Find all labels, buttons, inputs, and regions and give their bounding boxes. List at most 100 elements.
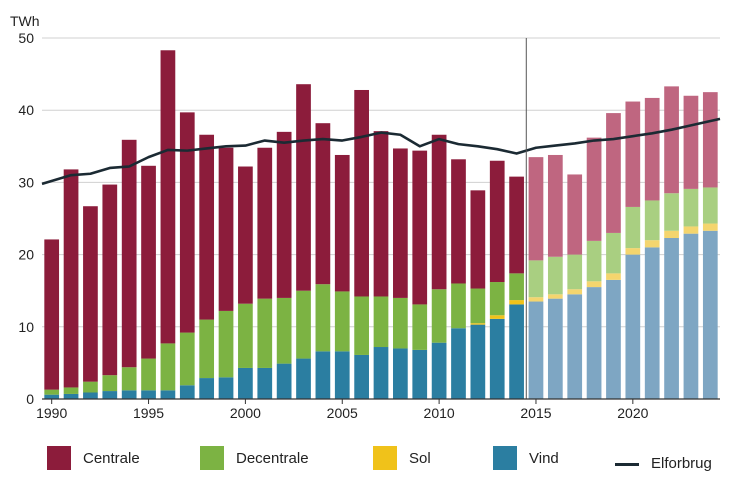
bar-segment-centrale: [509, 176, 524, 274]
bar-segment-vind: [141, 390, 156, 399]
bar-segment-vind: [373, 347, 389, 399]
x-tick-label: 1990: [36, 405, 67, 421]
bar-segment-vind: [547, 298, 563, 399]
bar-segment-decentrale: [586, 240, 602, 282]
y-axis-unit-label: TWh: [10, 13, 40, 29]
bar-segment-vind: [509, 304, 524, 399]
bar-segment-centrale: [470, 190, 486, 289]
legend-label-vind: Vind: [529, 449, 559, 467]
bar-segment-vind: [276, 363, 292, 399]
bar-segment-centrale: [373, 131, 389, 297]
bar-segment-vind: [121, 390, 137, 399]
bar-segment-sol: [644, 240, 660, 248]
bar-segment-centrale: [238, 166, 253, 304]
bar-segment-centrale: [644, 97, 660, 201]
x-tick-label: 2005: [327, 405, 358, 421]
bar-segment-centrale: [83, 206, 98, 382]
bar-segment-decentrale: [470, 288, 486, 324]
bar-segment-decentrale: [664, 193, 679, 231]
bar-segment-vind: [451, 328, 466, 399]
bar-segment-decentrale: [315, 284, 331, 352]
bar-segment-decentrale: [63, 387, 79, 394]
bar-segment-decentrale: [276, 297, 292, 364]
bar-segment-decentrale: [451, 283, 466, 329]
bar-segment-decentrale: [238, 303, 253, 368]
bar-segment-centrale: [547, 154, 563, 257]
bar-segment-centrale: [586, 137, 602, 241]
bar-segment-vind: [218, 377, 234, 399]
bar-segment-decentrale: [509, 273, 524, 301]
bar-segment-vind: [83, 392, 98, 399]
bar-segment-decentrale: [606, 232, 621, 274]
bar-segment-centrale: [179, 112, 195, 333]
bar-segment-centrale: [257, 147, 273, 299]
bar-segment-vind: [586, 287, 602, 399]
legend-label-decentrale: Decentrale: [236, 449, 309, 467]
bar-segment-vind: [334, 351, 350, 399]
bar-segment-centrale: [451, 159, 466, 284]
bar-segment-centrale: [354, 89, 369, 297]
bar-segment-decentrale: [547, 256, 563, 295]
bar-segment-decentrale: [431, 289, 447, 343]
bars-group: [44, 50, 718, 399]
bar-segment-sol: [470, 323, 486, 325]
bar-segment-sol: [664, 230, 679, 238]
bar-segment-vind: [567, 294, 583, 399]
bar-segment-vind: [431, 342, 447, 399]
y-tick-label: 0: [26, 391, 34, 407]
bar-segment-decentrale: [489, 282, 505, 316]
bar-segment-decentrale: [702, 187, 718, 224]
bar-segment-vind: [102, 391, 118, 399]
y-tick-label: 10: [18, 319, 34, 335]
bar-segment-sol: [702, 223, 718, 231]
bar-segment-decentrale: [412, 304, 428, 350]
bar-segment-centrale: [160, 50, 176, 344]
bar-segment-centrale: [567, 174, 583, 255]
bar-segment-decentrale: [354, 296, 369, 355]
bar-segment-vind: [625, 254, 641, 399]
bar-segment-decentrale: [199, 319, 215, 379]
bar-segment-centrale: [393, 148, 408, 298]
bar-segment-centrale: [528, 157, 544, 261]
bar-segment-sol: [625, 248, 641, 255]
bar-segment-decentrale: [141, 358, 156, 391]
bar-segment-decentrale: [44, 389, 60, 395]
bar-segment-vind: [160, 390, 176, 399]
bar-segment-decentrale: [102, 375, 118, 392]
bar-segment-decentrale: [644, 200, 660, 241]
bar-segment-vind: [664, 237, 679, 399]
y-tick-label: 20: [18, 247, 34, 263]
bar-segment-vind: [412, 349, 428, 399]
legend-item-centrale: Centrale: [47, 446, 140, 470]
bar-segment-sol: [606, 273, 621, 280]
bar-segment-decentrale: [257, 298, 273, 368]
bar-segment-centrale: [431, 134, 447, 290]
bar-segment-sol: [683, 226, 699, 234]
legend: Centrale Decentrale Sol Vind Elforbrug: [0, 446, 737, 482]
y-tick-label: 40: [18, 102, 34, 118]
legend-item-elforbrug: Elforbrug: [615, 455, 712, 472]
bar-segment-decentrale: [296, 290, 311, 359]
bar-segment-vind: [315, 351, 331, 399]
bar-segment-decentrale: [393, 297, 408, 349]
bar-segment-vind: [179, 385, 195, 399]
bar-segment-decentrale: [83, 381, 98, 393]
consumption-line: [41, 117, 721, 186]
bar-segment-decentrale: [218, 310, 234, 378]
bar-segment-centrale: [702, 92, 718, 188]
x-tick-label: 2020: [617, 405, 648, 421]
bar-segment-vind: [199, 378, 215, 399]
legend-label-elforbrug: Elforbrug: [651, 455, 712, 472]
legend-item-decentrale: Decentrale: [200, 446, 309, 470]
legend-swatch-elforbrug: [615, 463, 639, 466]
bar-segment-sol: [489, 315, 505, 319]
bar-segment-centrale: [141, 165, 156, 359]
bar-segment-centrale: [606, 113, 621, 233]
bar-segment-centrale: [63, 169, 79, 388]
bar-segment-decentrale: [567, 254, 583, 290]
bar-segment-vind: [238, 367, 253, 399]
bar-segment-centrale: [276, 131, 292, 298]
bar-segment-sol: [547, 294, 563, 299]
bar-segment-vind: [644, 247, 660, 399]
